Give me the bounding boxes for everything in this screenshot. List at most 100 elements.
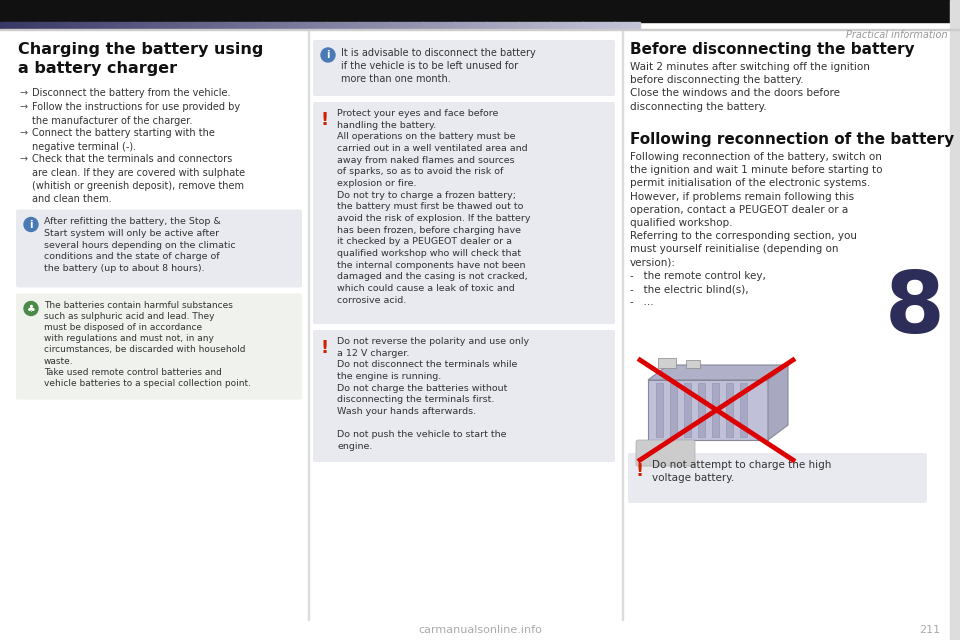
Bar [122, 22, 128, 29]
Bar [950, 0, 960, 640]
Text: →: → [20, 154, 28, 164]
Bar [588, 22, 595, 29]
Bar [622, 30, 623, 620]
FancyBboxPatch shape [16, 209, 302, 287]
Bar [740, 383, 747, 437]
FancyBboxPatch shape [16, 294, 302, 399]
Bar [326, 22, 333, 29]
Bar [147, 22, 154, 29]
FancyBboxPatch shape [313, 40, 615, 96]
Bar [564, 22, 569, 29]
Bar [634, 22, 640, 29]
Bar [108, 22, 115, 29]
Bar [648, 380, 768, 440]
Bar [134, 22, 141, 29]
Circle shape [24, 301, 38, 316]
Polygon shape [648, 365, 788, 380]
Bar [576, 22, 583, 29]
Bar [204, 22, 211, 29]
Text: →: → [20, 102, 28, 113]
Bar [0, 29, 960, 30]
Bar [333, 22, 339, 29]
Bar [435, 22, 442, 29]
Bar [339, 22, 346, 29]
Polygon shape [768, 365, 788, 440]
Bar [12, 22, 19, 29]
Bar [726, 383, 733, 437]
Bar [686, 360, 700, 368]
Bar [230, 22, 237, 29]
Bar [512, 22, 518, 29]
Text: Connect the battery starting with the
negative terminal (-).: Connect the battery starting with the ne… [32, 129, 215, 152]
FancyBboxPatch shape [313, 102, 615, 324]
Text: Following reconnection of the battery, switch on
the ignition and wait 1 minute : Following reconnection of the battery, s… [630, 152, 882, 307]
Text: Practical information: Practical information [847, 30, 948, 40]
Bar [621, 22, 627, 29]
Bar [595, 22, 602, 29]
Bar [403, 22, 410, 29]
Bar [84, 22, 89, 29]
Bar [461, 22, 468, 29]
Bar [128, 22, 134, 29]
Bar [454, 22, 461, 29]
Text: →: → [20, 129, 28, 138]
Text: !: ! [321, 111, 329, 129]
Bar [185, 22, 192, 29]
Bar [656, 383, 663, 437]
Bar [51, 22, 58, 29]
Bar [300, 22, 307, 29]
Bar [269, 22, 276, 29]
Bar [372, 22, 377, 29]
Bar [243, 22, 250, 29]
Bar [115, 22, 122, 29]
Bar [506, 22, 512, 29]
Bar [58, 22, 64, 29]
Bar [352, 22, 358, 29]
FancyBboxPatch shape [313, 330, 615, 462]
Text: Before disconnecting the battery: Before disconnecting the battery [630, 42, 915, 57]
Bar [684, 383, 691, 437]
Text: →: → [20, 88, 28, 98]
Bar [416, 22, 422, 29]
Bar [473, 22, 480, 29]
Bar [103, 22, 108, 29]
Bar [550, 22, 557, 29]
Text: 211: 211 [919, 625, 940, 635]
Text: Do not attempt to charge the high
voltage battery.: Do not attempt to charge the high voltag… [652, 460, 831, 483]
Bar [365, 22, 372, 29]
Text: i: i [29, 220, 33, 230]
Bar [19, 22, 26, 29]
Text: Protect your eyes and face before
handling the battery.
All operations on the ba: Protect your eyes and face before handli… [337, 109, 531, 305]
Bar [314, 22, 320, 29]
Bar [199, 22, 204, 29]
Bar [358, 22, 365, 29]
Text: !: ! [636, 462, 644, 480]
Bar [154, 22, 160, 29]
Bar [320, 22, 326, 29]
Bar [442, 22, 448, 29]
Bar [218, 22, 224, 29]
Bar [288, 22, 295, 29]
Bar [384, 22, 391, 29]
Bar [96, 22, 103, 29]
Bar [256, 22, 262, 29]
Bar [32, 22, 38, 29]
Bar [712, 383, 719, 437]
Bar [480, 22, 487, 29]
Text: !: ! [321, 339, 329, 357]
Bar [0, 22, 7, 29]
Bar [45, 22, 51, 29]
Bar [608, 22, 614, 29]
Bar [531, 22, 538, 29]
Bar [281, 22, 288, 29]
Bar [448, 22, 454, 29]
Circle shape [321, 48, 335, 62]
Bar [26, 22, 32, 29]
Bar [410, 22, 416, 29]
Bar [583, 22, 588, 29]
Bar [224, 22, 230, 29]
Text: Disconnect the battery from the vehicle.: Disconnect the battery from the vehicle. [32, 88, 230, 98]
FancyBboxPatch shape [636, 440, 695, 466]
Bar [307, 22, 314, 29]
Bar [429, 22, 435, 29]
